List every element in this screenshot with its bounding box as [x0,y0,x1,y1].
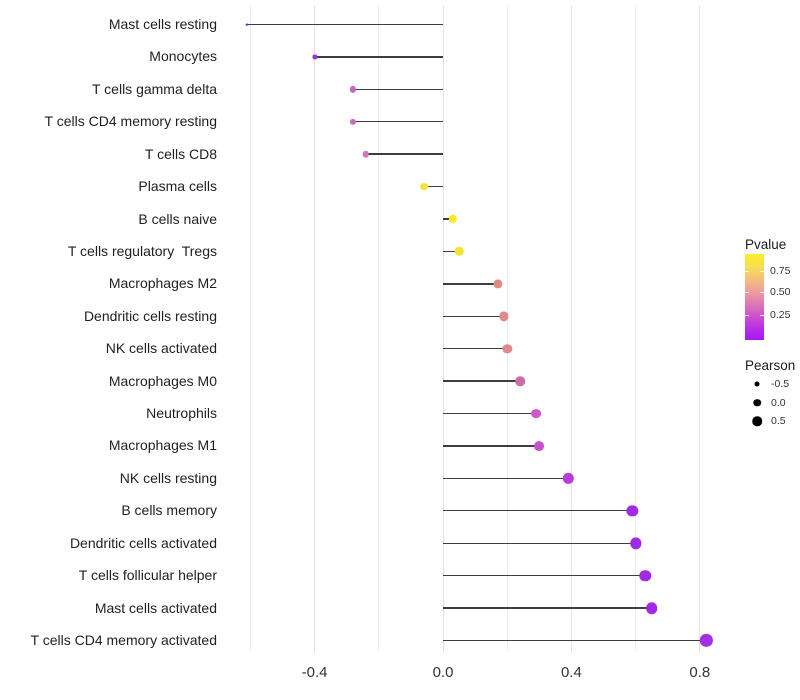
lollipop-dot [419,182,428,191]
lollipop-stem [443,412,537,415]
category-label: NK cells resting [119,469,217,486]
pvalue-tick-label: 0.50 [770,286,791,298]
lollipop-stem [353,88,443,91]
category-label: B cells memory [121,502,217,519]
pvalue-tick-mark [760,292,764,293]
lollipop-dot [629,537,642,549]
pearson-legend-title: Pearson [745,358,796,373]
lollipop-stem [443,348,508,350]
category-label: Neutrophils [146,405,217,422]
lollipop-dot [502,344,512,354]
category-label: Plasma cells [138,178,217,195]
x-tick-label: 0.0 [432,664,454,681]
pearson-legend-dot [753,398,761,407]
gridline [442,5,444,652]
lollipop-dot [350,86,357,93]
x-tick-label: -0.4 [301,664,328,681]
lollipop-stem [423,185,443,188]
lollipop-stem [443,574,646,577]
category-label: Dendritic cells activated [69,534,217,551]
lollipop-stem [443,283,498,285]
lollipop-stem [314,56,443,58]
lollipop-dot [534,441,545,451]
pearson-legend-label: -0.5 [771,378,790,390]
pvalue-tick-mark [745,314,749,316]
lollipop-dot [362,150,370,158]
category-label: T cells gamma delta [91,80,217,97]
lollipop-stem [443,218,453,220]
lollipop-dot [515,376,525,386]
category-label: Monocytes [149,48,217,65]
lollipop-dot [448,214,457,224]
pvalue-legend-title: Pvalue [745,237,787,252]
pearson-legend-dot [752,416,762,426]
lollipop-dot [639,569,651,582]
pearson-legend-dot [754,381,760,387]
category-label: Macrophages M0 [108,372,217,389]
pvalue-tick-mark [760,314,764,316]
pvalue-tick-label: 0.75 [770,264,791,277]
lollipop-stem [443,315,504,317]
lollipop-dot [350,118,357,125]
gridline [378,5,380,652]
category-label: Macrophages M2 [108,275,217,292]
lollipop-dot [454,247,464,256]
category-label: T cells follicular helper [78,567,217,584]
x-tick-label: 0.4 [560,664,582,681]
pvalue-tick-label: 0.25 [770,308,791,321]
category-label: NK cells activated [105,340,217,357]
category-label: T cells CD8 [144,145,217,162]
category-label: B cells naive [138,210,217,227]
pvalue-tick-mark [745,292,749,293]
lollipop-stem [443,250,460,253]
gridline [699,5,701,652]
lollipop-dot [626,505,639,517]
lollipop-dot [563,473,574,484]
category-label: Mast cells activated [94,599,217,616]
lollipop-dot [245,23,249,26]
lollipop-stem [443,542,636,544]
lollipop-dot [499,311,509,321]
lollipop-dot [492,279,503,289]
category-label: T cells CD4 memory resting [44,113,217,130]
category-label: T cells CD4 memory activated [30,631,217,648]
pvalue-tick-mark [760,270,764,272]
lollipop-dot [531,408,541,419]
category-label: Dendritic cells resting [83,307,217,324]
gridline [570,5,572,652]
x-tick-label: 0.8 [689,664,711,681]
gridline [314,5,316,652]
lollipop-stem [247,23,443,26]
category-label: Macrophages M1 [108,437,217,454]
lollipop-stem [443,380,521,382]
category-label: Mast cells resting [108,16,217,32]
lollipop-stem [443,445,540,447]
gridline [506,5,508,652]
category-label: T cells regulatory Tregs [67,242,217,259]
lollipop-stem [365,153,443,155]
lollipop-dot [312,54,318,60]
lollipop-dot [645,602,658,614]
lollipop-stem [353,121,443,123]
gridline [249,5,251,652]
gridline [635,5,637,652]
lollipop-stem [443,607,652,609]
pvalue-colorbar [745,254,764,340]
lollipop-stem [443,510,633,512]
pearson-legend-label: 0.0 [771,396,786,409]
lollipop-stem [443,477,569,480]
lollipop-dot [700,634,713,647]
pvalue-tick-mark [745,270,749,272]
lollipop-stem [443,639,707,642]
pearson-legend-label: 0.5 [771,415,786,427]
